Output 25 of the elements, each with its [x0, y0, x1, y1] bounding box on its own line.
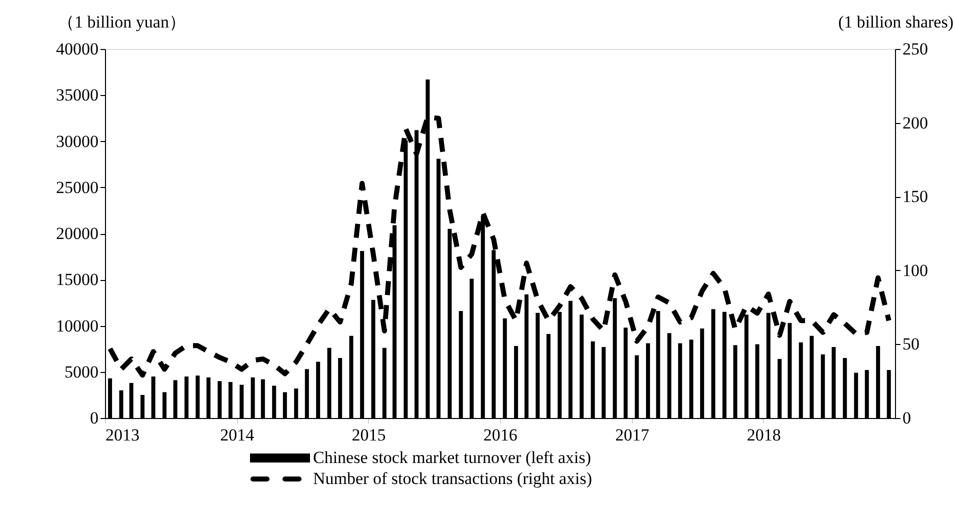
y2-tick-label: 250 [902, 40, 928, 58]
y-tick-label: 35000 [56, 86, 98, 105]
y-tick-label: 30000 [56, 132, 98, 151]
x-tick-label: 2017 [615, 426, 650, 444]
y2-tick-label: 0 [902, 408, 911, 428]
y-tick-label: 40000 [56, 40, 98, 58]
y2-tick-label: 200 [902, 113, 928, 132]
y-axis-title: （1 billion yuan） [58, 12, 186, 32]
y-tick-label: 15000 [56, 270, 98, 290]
x-tick-label: 2013 [106, 426, 140, 444]
legend-label: Chinese stock market turnover (left axis) [313, 448, 592, 467]
legend-label: Number of stock transactions (right axis) [313, 469, 592, 488]
x-tick-label: 2018 [746, 426, 781, 444]
y-tick-label: 0 [90, 408, 98, 428]
x-tick-label: 2014 [220, 426, 255, 444]
y-tick-label: 5000 [64, 362, 98, 382]
y2-tick-label: 50 [902, 334, 920, 354]
x-tick-label: 2016 [483, 426, 518, 444]
y-tick-label: 10000 [56, 316, 98, 336]
y-tick-label: 20000 [56, 224, 98, 243]
y2-tick-label: 150 [902, 187, 928, 206]
y-tick-label: 25000 [56, 178, 98, 197]
x-tick-label: 2015 [352, 426, 386, 444]
y2-tick-label: 100 [902, 260, 928, 280]
y2-axis-title: (1 billion shares) [838, 12, 954, 32]
